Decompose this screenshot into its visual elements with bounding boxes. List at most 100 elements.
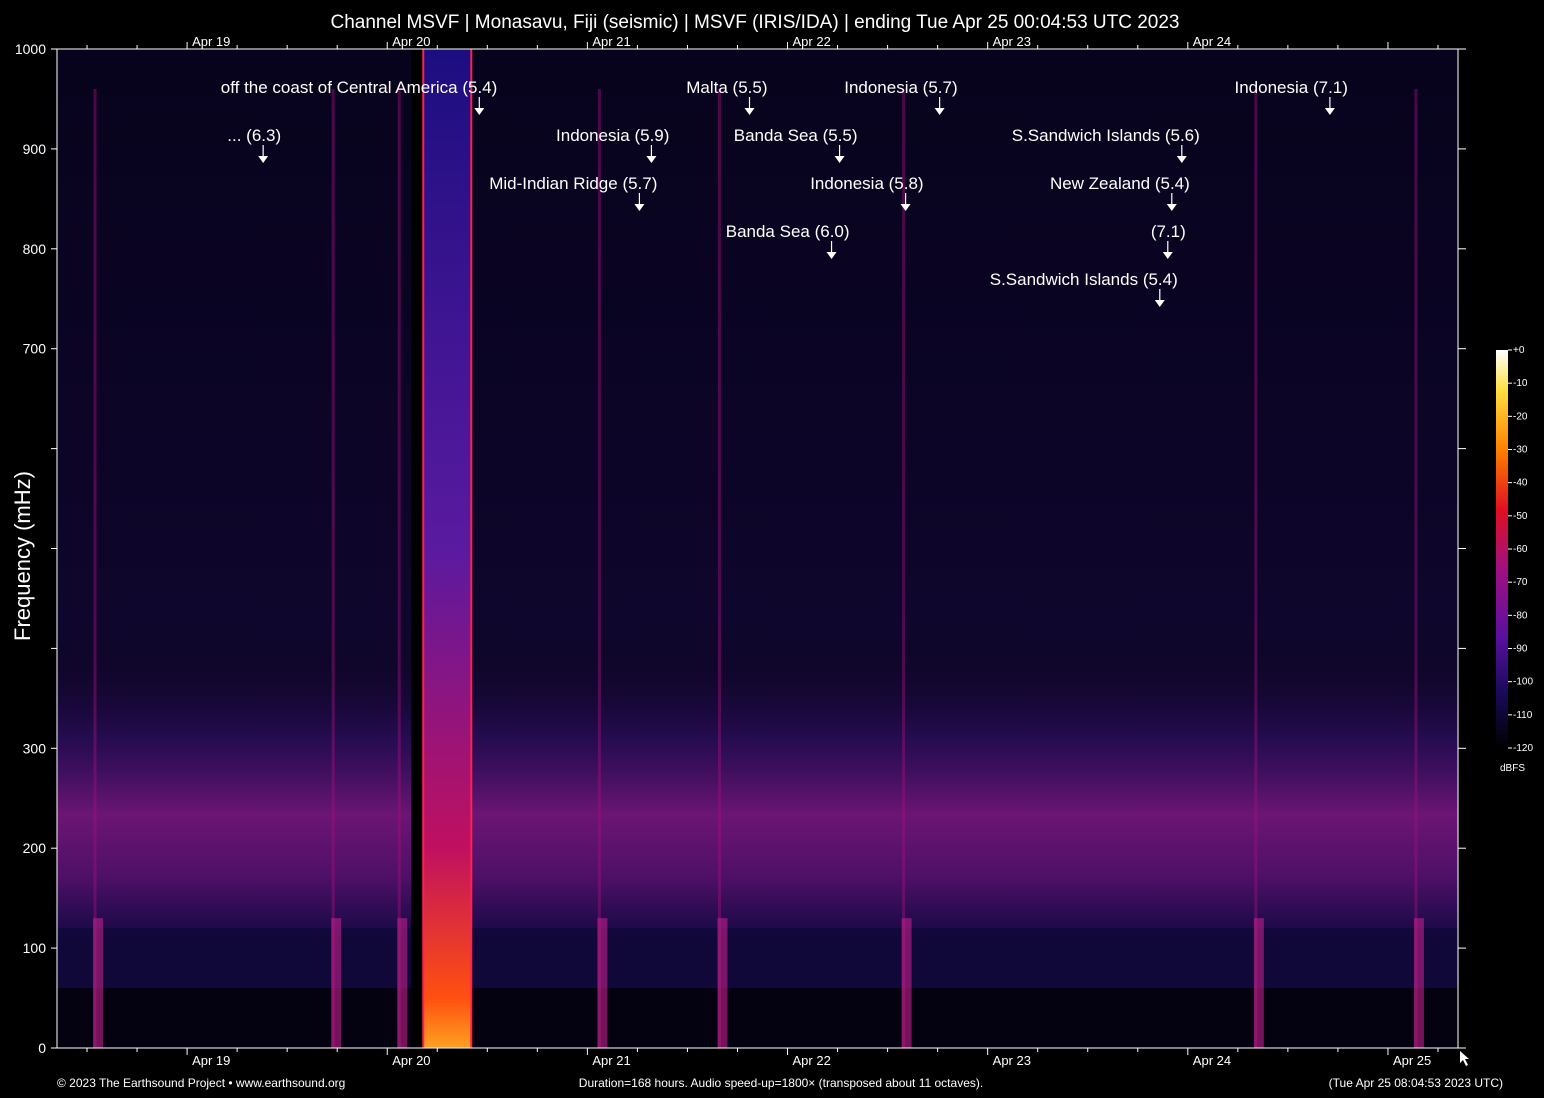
quake-tail bbox=[717, 918, 728, 1048]
event-annotation: Indonesia (5.9) bbox=[556, 126, 669, 163]
y-tick-label: 300 bbox=[23, 740, 47, 756]
event-annotation: Indonesia (5.7) bbox=[844, 78, 958, 115]
axes: 0 100 200 300 700 800 900 1000 Apr 19 Apr 20 Apr 2… bbox=[15, 34, 1466, 1068]
event-annotation: S.Sandwich Islands (5.6) bbox=[1012, 126, 1200, 163]
event-label: S.Sandwich Islands (5.4) bbox=[990, 270, 1178, 289]
date-label-top: Apr 23 bbox=[993, 34, 1031, 49]
saturated-edge bbox=[470, 49, 473, 1048]
date-label-top: Apr 19 bbox=[192, 34, 230, 49]
quake-tail bbox=[1413, 918, 1424, 1048]
event-annotation: off the coast of Central America (5.4) bbox=[221, 78, 498, 115]
date-label-bottom: Apr 24 bbox=[1193, 1053, 1231, 1068]
event-arrow-icon bbox=[1176, 156, 1187, 163]
quake-streak bbox=[597, 89, 601, 1048]
colorbar-gradient bbox=[1496, 350, 1508, 748]
colorbar-unit: dBFS bbox=[1500, 763, 1525, 774]
colorbar-tick-label: -30 bbox=[1513, 445, 1528, 456]
event-arrow-icon bbox=[834, 156, 845, 163]
colorbar-tick-label: -80 bbox=[1513, 610, 1528, 621]
date-label-top: Apr 24 bbox=[1193, 34, 1231, 49]
quake-streak bbox=[1414, 89, 1418, 1048]
event-arrow-icon bbox=[258, 156, 269, 163]
spectrogram-image bbox=[57, 49, 1458, 1048]
event-arrow-icon bbox=[934, 108, 945, 115]
date-label-top: Apr 20 bbox=[392, 34, 430, 49]
event-annotation: S.Sandwich Islands (5.4) bbox=[990, 270, 1178, 307]
quake-streak bbox=[1254, 89, 1258, 1048]
colorbar: +0 -10 -20 -30 -40 -50 -60 -70 -80 -90 -100 -110 -12… bbox=[1496, 345, 1533, 774]
quake-tail bbox=[597, 918, 608, 1048]
event-arrow-icon bbox=[634, 204, 645, 211]
colorbar-tick-label: -90 bbox=[1513, 644, 1528, 655]
date-label-bottom: Apr 25 bbox=[1393, 1053, 1431, 1068]
colorbar-tick-label: -120 bbox=[1513, 743, 1533, 754]
quake-tail bbox=[397, 918, 408, 1048]
colorbar-tick-label: -50 bbox=[1513, 511, 1528, 522]
event-arrow-icon bbox=[744, 108, 755, 115]
y-tick-label: 0 bbox=[38, 1040, 46, 1056]
event-label: Indonesia (5.8) bbox=[810, 174, 923, 193]
event-annotation: Mid-Indian Ridge (5.7) bbox=[489, 174, 657, 211]
event-arrow-icon bbox=[1166, 204, 1177, 211]
date-label-bottom: Apr 20 bbox=[392, 1053, 430, 1068]
event-label: Mid-Indian Ridge (5.7) bbox=[489, 174, 657, 193]
y-tick-label: 1000 bbox=[15, 41, 46, 57]
event-arrow-icon bbox=[646, 156, 657, 163]
saturated-block bbox=[423, 49, 472, 1048]
quake-streak bbox=[902, 89, 906, 1048]
y-tick-label: 800 bbox=[23, 241, 47, 257]
event-arrow-icon bbox=[1154, 300, 1165, 307]
quake-tail bbox=[93, 918, 104, 1048]
colorbar-tick-label: -10 bbox=[1513, 378, 1528, 389]
event-arrow-icon bbox=[826, 252, 837, 259]
y-tick-label: 100 bbox=[23, 940, 47, 956]
date-label-bottom: Apr 23 bbox=[993, 1053, 1031, 1068]
y-tick-label: 900 bbox=[23, 141, 47, 157]
y-tick-label: 700 bbox=[23, 341, 47, 357]
low-band bbox=[57, 928, 1458, 989]
event-arrow-icon bbox=[1324, 108, 1335, 115]
event-label: off the coast of Central America (5.4) bbox=[221, 78, 498, 97]
colorbar-tick-label: -70 bbox=[1513, 577, 1528, 588]
quake-tail bbox=[331, 918, 342, 1048]
event-annotations: off the coast of Central America (5.4)..… bbox=[221, 78, 1348, 307]
event-annotation: ... (6.3) bbox=[227, 126, 281, 163]
event-annotation: Malta (5.5) bbox=[686, 78, 767, 115]
event-arrow-icon bbox=[1162, 252, 1173, 259]
date-label-bottom: Apr 19 bbox=[192, 1053, 230, 1068]
event-annotation: (7.1) bbox=[1151, 222, 1186, 259]
date-label-top: Apr 22 bbox=[793, 34, 831, 49]
y-tick-label: 200 bbox=[23, 840, 47, 856]
saturated-edge bbox=[422, 49, 425, 1048]
event-label: Malta (5.5) bbox=[686, 78, 767, 97]
colorbar-tick-label: -20 bbox=[1513, 411, 1528, 422]
date-label-bottom: Apr 21 bbox=[592, 1053, 630, 1068]
event-label: Indonesia (5.7) bbox=[844, 78, 957, 97]
chart-title: Channel MSVF | Monasavu, Fiji (seismic) … bbox=[330, 12, 1179, 33]
event-label: S.Sandwich Islands (5.6) bbox=[1012, 126, 1200, 145]
event-label: Banda Sea (5.5) bbox=[734, 126, 858, 145]
dropout-gap bbox=[411, 49, 424, 1048]
cursor-icon bbox=[1460, 1051, 1469, 1066]
colorbar-tick-label: -60 bbox=[1513, 544, 1528, 555]
event-label: Indonesia (5.9) bbox=[556, 126, 669, 145]
date-label-top: Apr 21 bbox=[592, 34, 630, 49]
colorbar-tick-label: -100 bbox=[1513, 677, 1533, 688]
colorbar-tick-label: -110 bbox=[1513, 710, 1533, 721]
duration-text: Duration=168 hours. Audio speed-up=1800×… bbox=[579, 1076, 983, 1090]
end-time-text: (Tue Apr 25 08:04:53 2023 UTC) bbox=[1329, 1076, 1503, 1090]
event-label: (7.1) bbox=[1151, 222, 1186, 241]
floor-band bbox=[57, 988, 1458, 1048]
event-annotation: Banda Sea (6.0) bbox=[726, 222, 850, 259]
quake-streak bbox=[93, 89, 97, 1048]
quake-streak bbox=[397, 89, 401, 1048]
event-annotation: Indonesia (7.1) bbox=[1235, 78, 1348, 115]
quake-streak bbox=[331, 89, 335, 1048]
quake-tail bbox=[901, 918, 912, 1048]
date-label-bottom: Apr 22 bbox=[793, 1053, 831, 1068]
event-annotation: New Zealand (5.4) bbox=[1050, 174, 1190, 211]
event-label: Indonesia (7.1) bbox=[1235, 78, 1348, 97]
event-label: New Zealand (5.4) bbox=[1050, 174, 1190, 193]
event-annotation: Banda Sea (5.5) bbox=[734, 126, 858, 163]
noise-band bbox=[57, 628, 1458, 939]
